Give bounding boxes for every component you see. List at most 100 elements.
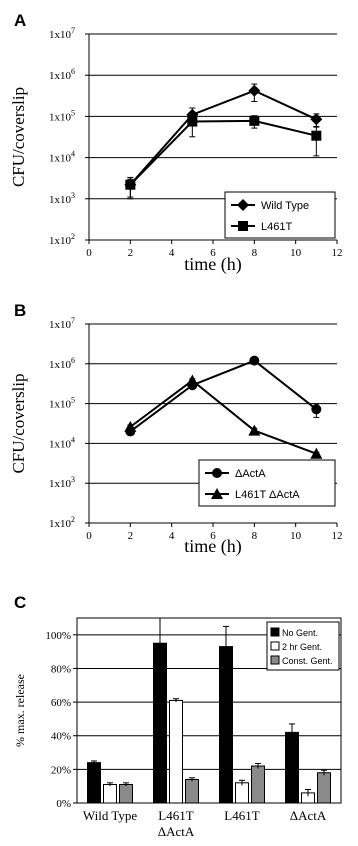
x-tick-label: 4 (169, 530, 175, 542)
y-axis-title: CFU/coverslip (9, 87, 28, 187)
legend-label: Const. Gent. (282, 656, 333, 666)
y-tick-exponent: 3 (71, 475, 75, 484)
y-tick-label: 1x104 (49, 435, 75, 450)
y-tick-mantissa: 1x10 (49, 111, 72, 123)
data-point (310, 113, 323, 126)
data-point (125, 179, 136, 190)
data-point (248, 84, 261, 97)
legend: ΔActA L461T ΔActA (198, 459, 336, 507)
bar-group-3: ΔActA (285, 723, 331, 823)
bar (235, 782, 249, 804)
y-tick-label: 0% (56, 798, 71, 810)
y-tick-mantissa: 1x10 (49, 194, 72, 206)
plot-frame (76, 617, 342, 804)
bar (103, 784, 117, 804)
legend-label: 2 hr Gent. (282, 642, 322, 652)
y-tick-mantissa: 1x10 (49, 438, 72, 450)
y-axis-title: % max. release (13, 674, 27, 747)
x-tick-label: 10 (290, 247, 302, 259)
x-tick-label: 10 (290, 530, 302, 542)
y-tick-exponent: 2 (71, 515, 75, 524)
x-tick-label: 2 (128, 247, 134, 259)
x-tick-label: 2 (128, 530, 134, 542)
x-tick-label: 12 (332, 247, 343, 259)
y-tick-mantissa: 1x10 (49, 319, 72, 331)
bar-group-0: Wild Type (83, 760, 138, 823)
category-label: L461T (158, 808, 193, 823)
series-0 (125, 355, 322, 437)
category-label: Wild Type (83, 808, 138, 823)
legend-swatch (270, 655, 280, 665)
legend: Wild Type L461T (224, 191, 336, 239)
category-label: ΔActA (290, 808, 327, 823)
y-tick-label: 80% (51, 663, 71, 675)
series-line (129, 119, 317, 186)
legend-label: L461T (261, 221, 292, 233)
bar (251, 765, 265, 804)
x-tick-label: 0 (86, 530, 92, 542)
series-1 (124, 374, 323, 459)
panel-letter-b: B (14, 301, 26, 320)
y-tick-mantissa: 1x10 (49, 153, 72, 165)
y-tick-label: 1x105 (49, 108, 75, 123)
y-tick-mantissa: 1x10 (49, 359, 72, 371)
bar (185, 778, 199, 804)
y-tick-label: 100% (45, 630, 71, 642)
data-point (310, 447, 323, 459)
y-tick-label: 60% (51, 697, 71, 709)
y-tick-exponent: 2 (71, 232, 75, 241)
y-tick-label: 1x103 (49, 191, 75, 206)
data-point (311, 404, 322, 415)
y-tick-exponent: 7 (71, 316, 75, 325)
legend-marker (238, 221, 248, 231)
y-tick-label: 1x102 (49, 515, 75, 530)
legend-marker (212, 468, 222, 478)
x-tick-label: 6 (210, 530, 216, 542)
bar (285, 731, 299, 804)
legend-label: Wild Type (261, 200, 309, 212)
legend-label: No Gent. (282, 628, 318, 638)
bar (87, 762, 101, 804)
x-axis-title: time (h) (184, 536, 241, 557)
y-tick-exponent: 3 (71, 191, 75, 200)
bar (119, 784, 133, 804)
y-tick-mantissa: 1x10 (49, 235, 72, 247)
data-point (311, 130, 322, 141)
y-tick-exponent: 4 (71, 150, 75, 159)
data-point (248, 424, 261, 436)
bar (169, 699, 183, 804)
bar-group-2: L461T (219, 625, 265, 823)
y-tick-label: 1x107 (49, 316, 75, 331)
y-tick-exponent: 6 (71, 356, 75, 365)
y-tick-exponent: 4 (71, 435, 75, 444)
y-tick-label: 1x102 (49, 232, 75, 247)
series-line (129, 379, 317, 455)
legend-label: L461T ΔActA (235, 489, 300, 501)
category-label-line2: ΔActA (158, 824, 195, 839)
bar (317, 772, 331, 804)
data-point (124, 420, 137, 432)
legend-label: ΔActA (235, 468, 266, 480)
series-1 (125, 112, 322, 200)
y-axis-title: CFU/coverslip (9, 373, 28, 473)
y-tick-label: 1x107 (49, 26, 75, 41)
legend-marker (237, 199, 249, 211)
series-line (129, 359, 317, 433)
x-tick-label: 4 (169, 247, 175, 259)
y-tick-exponent: 5 (71, 108, 75, 117)
y-tick-mantissa: 1x10 (49, 29, 72, 41)
y-tick-label: 20% (51, 764, 71, 776)
panel-letter-a: A (14, 11, 26, 30)
y-tick-label: 40% (51, 731, 71, 743)
y-tick-mantissa: 1x10 (49, 478, 72, 490)
chart-panel-c: 0% 20% 40% 60% 80% 100% % max. release Wild Typ… (13, 617, 342, 839)
y-tick-mantissa: 1x10 (49, 70, 72, 82)
series-0 (124, 83, 323, 198)
legend-marker (211, 488, 223, 499)
category-label: L461T (224, 808, 259, 823)
series-line (129, 89, 317, 186)
x-tick-label: 8 (252, 247, 258, 259)
